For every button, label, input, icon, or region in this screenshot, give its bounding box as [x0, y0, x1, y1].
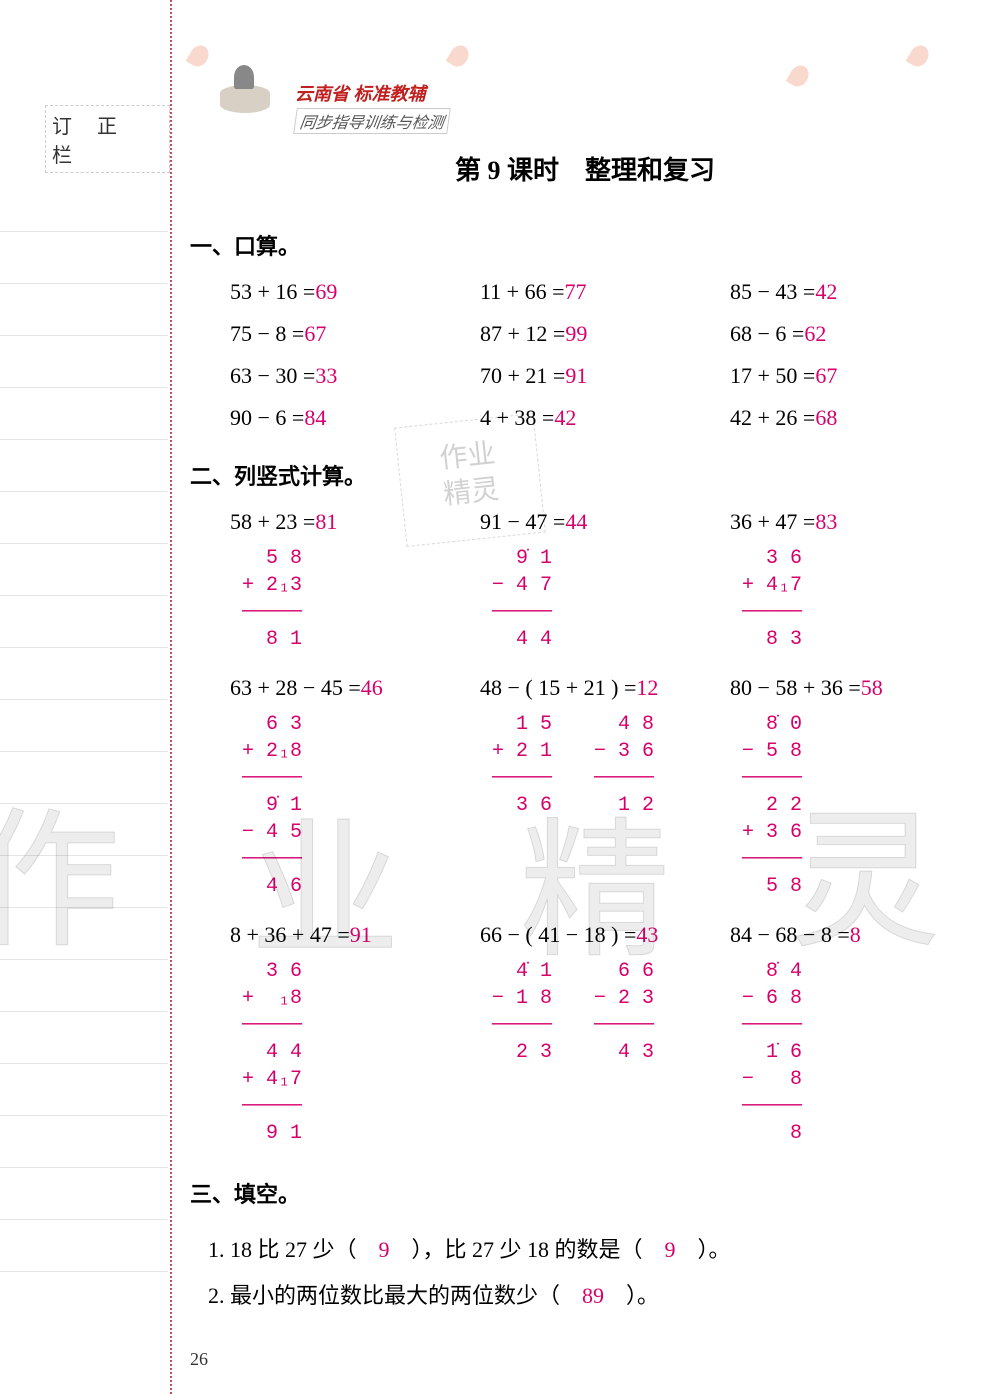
page: 订 正 栏 云南省 标准教辅 同步指导训练与检测 第 9 课时 整理和复习 一、…: [0, 0, 1000, 1394]
leaf-icon: [906, 42, 933, 70]
vertical-row-1: 58 + 23 =81 5 8 + 2₁3 ───── 8 191 − 47 =…: [230, 509, 980, 653]
vertical-calc-section: 58 + 23 =81 5 8 + 2₁3 ───── 8 191 − 47 =…: [230, 509, 980, 1147]
vertical-problem: 84 − 68 − 8 =8 8̇ 4 − 6 8 ───── 1̇ 6 − 8…: [730, 922, 980, 1147]
mental-item: 75 − 8 =67: [230, 321, 480, 347]
mental-item: 42 + 26 =68: [730, 405, 980, 431]
page-number: 26: [190, 1349, 208, 1370]
mental-item: 85 − 43 =42: [730, 279, 980, 305]
leaf-icon: [446, 42, 473, 70]
vertical-problem: 63 + 28 − 45 =46 6 3 + 2₁8 ───── 9̇ 1 − …: [230, 675, 480, 900]
fill-blank-list: 1. 18 比 27 少（ 9 ），比 27 少 18 的数是（ 9 ）。2. …: [208, 1227, 980, 1319]
lesson-title: 第 9 课时 整理和复习: [190, 150, 980, 187]
correction-column: 订 正 栏: [0, 0, 170, 1394]
watermark-stamp: 作业 精灵: [394, 413, 546, 547]
section-2-heading: 二、列竖式计算。: [190, 459, 980, 491]
margin-rulelines: [0, 180, 168, 1272]
binding-dashed-line: [170, 0, 172, 1394]
mental-item: 68 − 6 =62: [730, 321, 980, 347]
mental-math-grid: 53 + 16 =6911 + 66 =7785 − 43 =42 75 − 8 …: [230, 279, 980, 431]
stump-icon: [220, 85, 270, 113]
header-illustration: [200, 45, 290, 120]
vertical-problem: 48 − ( 15 + 21 ) =12 1 5 + 2 1 ───── 3 6…: [480, 675, 730, 900]
content-area: 第 9 课时 整理和复习 一、口算。 53 + 16 =6911 + 66 =7…: [190, 150, 980, 1319]
vertical-problem: 8 + 36 + 47 =91 3 6 + ₁8 ───── 4 4 + 4₁7…: [230, 922, 480, 1147]
section-1-heading: 一、口算。: [190, 229, 980, 261]
mental-item: 87 + 12 =99: [480, 321, 730, 347]
mental-item: 17 + 50 =67: [730, 363, 980, 389]
fill-item: 1. 18 比 27 少（ 9 ），比 27 少 18 的数是（ 9 ）。: [208, 1227, 980, 1273]
child-icon: [234, 65, 254, 89]
mental-item: 63 − 30 =33: [230, 363, 480, 389]
brand-subtitle: 同步指导训练与检测: [293, 108, 451, 134]
brand-prefix: 云南省: [295, 84, 349, 104]
correction-label: 订 正 栏: [45, 105, 170, 173]
mental-item: 70 + 21 =91: [480, 363, 730, 389]
mental-item: 53 + 16 =69: [230, 279, 480, 305]
vertical-problem: 80 − 58 + 36 =58 8̇ 0 − 5 8 ───── 2 2 + …: [730, 675, 980, 900]
leaf-icon: [186, 42, 213, 70]
brand-main: 标准教辅: [354, 84, 426, 104]
vertical-row-3: 8 + 36 + 47 =91 3 6 + ₁8 ───── 4 4 + 4₁7…: [230, 922, 980, 1147]
vertical-problem: 36 + 47 =83 3 6 + 4₁7 ───── 8 3: [730, 509, 980, 653]
brand-title: 云南省 标准教辅: [295, 80, 426, 106]
page-header: 云南省 标准教辅 同步指导训练与检测: [190, 40, 970, 130]
section-3-heading: 三、填空。: [190, 1177, 980, 1209]
vertical-problem: 66 − ( 41 − 18 ) =43 4̇ 1 − 1 8 ───── 2 …: [480, 922, 730, 1147]
mental-item: 11 + 66 =77: [480, 279, 730, 305]
vertical-row-2: 63 + 28 − 45 =46 6 3 + 2₁8 ───── 9̇ 1 − …: [230, 675, 980, 900]
leaf-icon: [786, 62, 813, 90]
fill-item: 2. 最小的两位数比最大的两位数少（ 89 ）。: [208, 1273, 980, 1319]
